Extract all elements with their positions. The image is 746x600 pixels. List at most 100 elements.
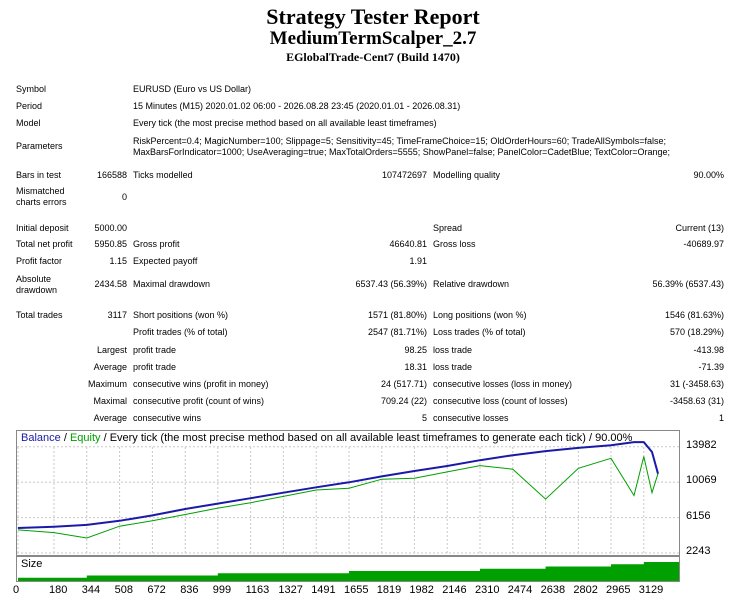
ticks-value: 107472697 bbox=[381, 170, 427, 180]
legend-description: Every tick (the most precise method base… bbox=[109, 432, 633, 444]
x-tick-label: 0 bbox=[13, 584, 20, 596]
total-trades-label: Total trades bbox=[16, 310, 63, 320]
relative-drawdown-value: 56.39% (6537.43) bbox=[652, 279, 724, 289]
avg-cons-losses-value: 1 bbox=[718, 413, 724, 423]
size-area bbox=[18, 562, 679, 581]
largest-label: Largest bbox=[96, 345, 127, 355]
period-label: Period bbox=[16, 101, 43, 111]
average-profit-label: profit trade bbox=[133, 362, 177, 372]
bars-label: Bars in test bbox=[16, 170, 62, 180]
size-chart: Size bbox=[16, 556, 680, 582]
x-tick-label: 1327 bbox=[278, 584, 303, 596]
average-loss-label: loss trade bbox=[433, 362, 473, 372]
average-profit-value: 18.31 bbox=[404, 362, 427, 372]
x-tick-label: 3129 bbox=[638, 584, 664, 596]
spread-label: Spread bbox=[433, 223, 463, 233]
x-tick-label: 180 bbox=[49, 584, 68, 596]
x-tick-label: 2638 bbox=[540, 584, 566, 596]
avg-cons-losses-label: consecutive losses bbox=[433, 413, 509, 423]
largest-profit-value: 98.25 bbox=[404, 345, 427, 355]
y-tick-label: 13982 bbox=[686, 438, 717, 451]
max-cons-wins-label: consecutive wins (profit in money) bbox=[133, 379, 269, 389]
total-trades-value: 3117 bbox=[107, 310, 127, 320]
largest-loss-value: -413.98 bbox=[693, 345, 724, 355]
x-tick-label: 836 bbox=[180, 584, 199, 596]
bars-value: 166588 bbox=[96, 170, 127, 180]
x-tick-label: 1491 bbox=[311, 584, 336, 596]
profit-trades-value: 2547 (81.71%) bbox=[367, 327, 427, 337]
expert-name: MediumTermScalper_2.7 bbox=[269, 28, 477, 49]
chart-legend: Balance / Equity / Every tick (the most … bbox=[21, 432, 632, 444]
symbol-label: Symbol bbox=[16, 84, 47, 94]
loss-trades-label: Loss trades (% of total) bbox=[433, 327, 526, 337]
initial-deposit-value: 5000.00 bbox=[94, 223, 127, 233]
net-profit-label: Total net profit bbox=[16, 239, 73, 249]
max-cons-losses-value: 31 (-3458.63) bbox=[669, 379, 724, 389]
model-label: Model bbox=[16, 118, 41, 128]
maximal-label: Maximal bbox=[93, 396, 127, 406]
legend-sep-2: / bbox=[100, 432, 110, 444]
parameters-line-1: RiskPercent=0.4; MagicNumber=100; Slippa… bbox=[133, 136, 667, 146]
size-chart-svg bbox=[18, 562, 679, 581]
maximal-drawdown-value: 6537.43 (56.39%) bbox=[355, 279, 427, 289]
profit-factor-value: 1.15 bbox=[109, 256, 127, 266]
x-tick-label: 1819 bbox=[376, 584, 402, 596]
short-positions-value: 1571 (81.80%) bbox=[367, 310, 427, 320]
initial-deposit-label: Initial deposit bbox=[16, 223, 69, 233]
long-positions-value: 1546 (81.63%) bbox=[664, 310, 724, 320]
x-tick-label: 508 bbox=[114, 584, 133, 596]
balance-chart: Balance / Equity / Every tick (the most … bbox=[16, 430, 680, 556]
maximum-label: Maximum bbox=[87, 379, 127, 389]
absolute-drawdown-label-1: Absolute bbox=[16, 274, 52, 284]
average-loss-value: -71.39 bbox=[698, 362, 724, 372]
x-tick-label: 2802 bbox=[573, 584, 598, 596]
short-positions-label: Short positions (won %) bbox=[133, 310, 229, 320]
average-label: Average bbox=[93, 362, 127, 372]
gross-profit-label: Gross profit bbox=[133, 239, 180, 249]
avg-cons-wins-label: consecutive wins bbox=[133, 413, 202, 423]
x-tick-label: 2965 bbox=[606, 584, 631, 596]
long-positions-label: Long positions (won %) bbox=[433, 310, 527, 320]
balance-line bbox=[17, 441, 659, 529]
max-cons-wins-value: 24 (517.71) bbox=[380, 379, 427, 389]
y-tick-label: 2243 bbox=[686, 545, 711, 557]
model-value: Every tick (the most precise method base… bbox=[133, 118, 437, 128]
balance-chart-svg bbox=[17, 441, 679, 555]
largest-loss-label: loss trade bbox=[433, 345, 473, 355]
y-tick-label: 10069 bbox=[686, 474, 717, 487]
relative-drawdown-label: Relative drawdown bbox=[433, 279, 510, 289]
parameters-line-2: MaxBarsForIndicator=1000; UseAveraging=t… bbox=[133, 147, 670, 157]
x-tick-label: 2310 bbox=[475, 584, 500, 596]
quality-value: 90.00% bbox=[693, 170, 724, 180]
quality-label: Modelling quality bbox=[433, 170, 501, 180]
net-profit-value: 5950.85 bbox=[94, 239, 127, 249]
avg-cons-wins-value: 5 bbox=[421, 413, 427, 423]
mismatch-label-2: charts errors bbox=[16, 197, 67, 207]
gross-loss-label: Gross loss bbox=[433, 239, 476, 249]
largest-profit-label: profit trade bbox=[133, 345, 177, 355]
mismatch-value: 0 bbox=[121, 192, 127, 202]
legend-equity: Equity bbox=[69, 432, 101, 444]
x-tick-label: 2474 bbox=[507, 584, 533, 596]
gross-loss-value: -40689.97 bbox=[683, 239, 724, 249]
maximal-cons-loss-value: -3458.63 (31) bbox=[669, 396, 724, 406]
x-tick-label: 1982 bbox=[409, 584, 434, 596]
x-tick-label: 672 bbox=[147, 584, 166, 596]
expected-payoff-label: Expected payoff bbox=[133, 256, 198, 266]
symbol-value: EURUSD (Euro vs US Dollar) bbox=[133, 84, 252, 94]
absolute-drawdown-label-2: drawdown bbox=[16, 285, 58, 295]
x-tick-label: 999 bbox=[212, 584, 232, 596]
size-label: Size bbox=[21, 558, 43, 570]
y-tick-label: 6156 bbox=[686, 509, 711, 522]
loss-trades-value: 570 (18.29%) bbox=[669, 327, 724, 337]
equity-line bbox=[17, 456, 659, 539]
legend-balance: Balance bbox=[21, 432, 61, 444]
parameters-label: Parameters bbox=[16, 141, 63, 151]
average2-label: Average bbox=[93, 413, 127, 423]
absolute-drawdown-value: 2434.58 bbox=[94, 279, 127, 289]
x-tick-label: 1655 bbox=[344, 584, 369, 596]
period-value: 15 Minutes (M15) 2020.01.02 06:00 - 2026… bbox=[133, 101, 461, 111]
mismatch-label-1: Mismatched bbox=[16, 186, 65, 196]
profit-trades-label: Profit trades (% of total) bbox=[133, 327, 228, 337]
legend-sep-1: / bbox=[60, 432, 70, 444]
